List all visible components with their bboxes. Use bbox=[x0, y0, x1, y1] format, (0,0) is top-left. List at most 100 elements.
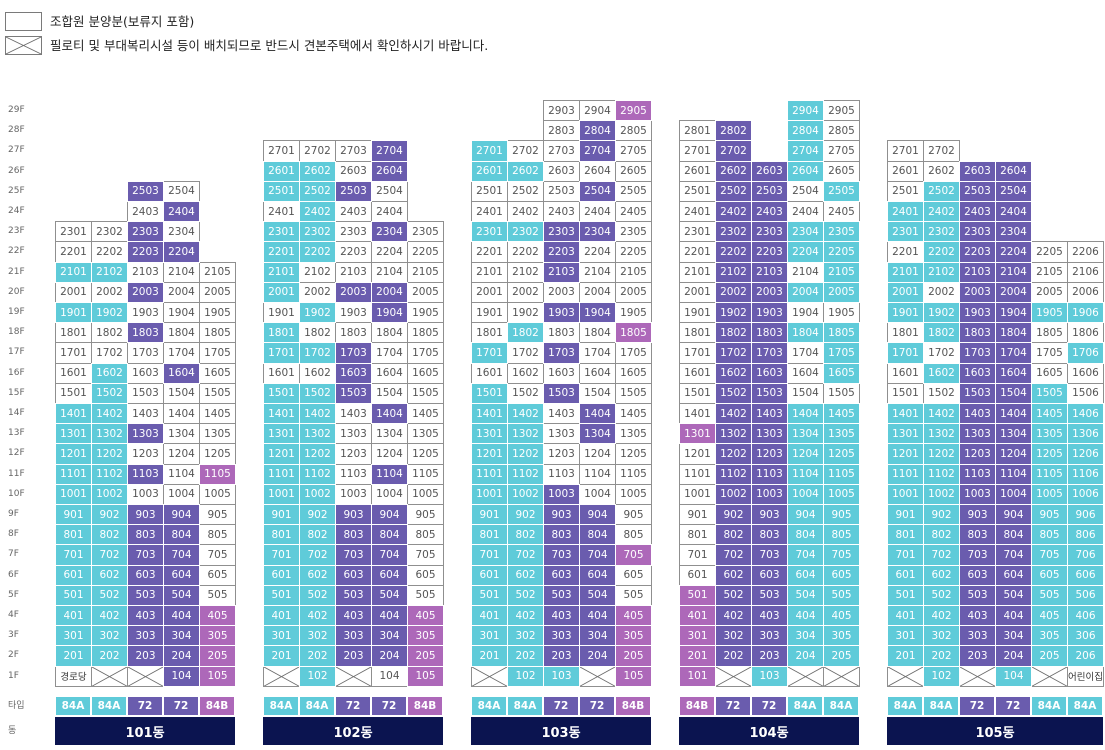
member-unit: 2403 bbox=[543, 201, 580, 223]
general-sale-unit: 1306 bbox=[1067, 423, 1104, 445]
unit-type-cell: 84B bbox=[615, 696, 651, 716]
member-unit: 1205 bbox=[407, 443, 444, 465]
piloti-legend-label: 필로티 및 부대복리시설 등이 배치되므로 반드시 견본주택에서 확인하시기 바… bbox=[50, 38, 489, 53]
general-sale-unit: 1706 bbox=[1067, 342, 1104, 364]
member-unit: 2205 bbox=[615, 241, 652, 263]
general-sale-unit: 601 bbox=[887, 564, 924, 586]
member-unit: 2102 bbox=[507, 261, 544, 283]
general-sale-unit: 2004 bbox=[371, 281, 408, 303]
general-sale-unit: 1105 bbox=[199, 463, 236, 485]
member-unit: 1704 bbox=[579, 342, 616, 364]
member-unit: 1103 bbox=[543, 463, 580, 485]
general-sale-unit: 405 bbox=[407, 605, 444, 627]
general-sale-unit: 604 bbox=[787, 564, 824, 586]
member-unit: 2803 bbox=[543, 120, 580, 142]
general-sale-unit: 2503 bbox=[959, 180, 996, 202]
general-sale-unit: 1204 bbox=[995, 443, 1032, 465]
general-sale-unit: 1301 bbox=[55, 423, 92, 445]
member-unit: 2603 bbox=[335, 160, 372, 182]
general-sale-unit: 1804 bbox=[995, 322, 1032, 344]
member-unit: 2705 bbox=[615, 140, 652, 162]
cross-mark-icon bbox=[92, 666, 127, 686]
general-sale-unit: 402 bbox=[715, 605, 752, 627]
general-sale-unit: 602 bbox=[299, 564, 336, 586]
general-sale-unit: 204 bbox=[163, 645, 200, 667]
member-unit: 1004 bbox=[163, 483, 200, 505]
general-sale-unit: 1105 bbox=[823, 463, 860, 485]
building-name-bar: 103동 bbox=[471, 717, 651, 745]
general-sale-unit: 304 bbox=[371, 625, 408, 647]
general-sale-unit: 1204 bbox=[787, 443, 824, 465]
member-unit: 1004 bbox=[371, 483, 408, 505]
member-unit: 2904 bbox=[579, 100, 616, 122]
member-unit: 2603 bbox=[543, 160, 580, 182]
member-unit: 2003 bbox=[543, 281, 580, 303]
floor-label: 14F bbox=[8, 408, 25, 418]
floor-label: 9F bbox=[8, 509, 19, 519]
general-sale-unit: 1604 bbox=[995, 362, 1032, 384]
general-sale-unit: 1404 bbox=[579, 403, 616, 425]
member-unit: 2702 bbox=[507, 140, 544, 162]
general-sale-unit: 802 bbox=[299, 524, 336, 546]
piloti-legend-swatch bbox=[5, 36, 42, 55]
member-unit: 2005 bbox=[1031, 281, 1068, 303]
general-sale-unit: 1305 bbox=[1031, 423, 1068, 445]
general-sale-unit: 405 bbox=[823, 605, 860, 627]
member-unit: 1702 bbox=[923, 342, 960, 364]
unit-type-cell: 84A bbox=[823, 696, 859, 716]
general-sale-unit: 1101 bbox=[887, 463, 924, 485]
member-unit: 2302 bbox=[91, 221, 128, 243]
general-sale-unit: 401 bbox=[471, 605, 508, 627]
general-sale-unit: 1701 bbox=[471, 342, 508, 364]
general-sale-unit: 1704 bbox=[995, 342, 1032, 364]
member-unit: 2002 bbox=[299, 281, 336, 303]
general-sale-unit: 401 bbox=[887, 605, 924, 627]
general-sale-unit: 2302 bbox=[299, 221, 336, 243]
general-sale-unit: 201 bbox=[55, 645, 92, 667]
general-sale-unit: 1002 bbox=[507, 483, 544, 505]
general-sale-unit: 304 bbox=[995, 625, 1032, 647]
floor-label: 5F bbox=[8, 589, 19, 600]
general-sale-unit: 1701 bbox=[887, 342, 924, 364]
general-sale-unit: 1503 bbox=[959, 382, 996, 404]
general-sale-unit: 404 bbox=[995, 605, 1032, 627]
member-unit: 2105 bbox=[1031, 261, 1068, 283]
general-sale-unit: 501 bbox=[263, 584, 300, 606]
general-sale-unit: 2303 bbox=[959, 221, 996, 243]
general-sale-unit: 902 bbox=[507, 504, 544, 526]
general-sale-unit: 901 bbox=[55, 504, 92, 526]
general-sale-unit: 2003 bbox=[751, 281, 788, 303]
general-sale-unit: 1002 bbox=[299, 483, 336, 505]
general-sale-unit: 301 bbox=[887, 625, 924, 647]
member-unit: 1602 bbox=[299, 362, 336, 384]
general-sale-unit: 705 bbox=[823, 544, 860, 566]
general-sale-unit: 1401 bbox=[263, 403, 300, 425]
general-sale-unit: 703 bbox=[543, 544, 580, 566]
member-unit: 1905 bbox=[407, 302, 444, 324]
general-sale-unit: 904 bbox=[579, 504, 616, 526]
general-sale-unit: 1904 bbox=[579, 302, 616, 324]
general-sale-unit: 2004 bbox=[787, 281, 824, 303]
general-sale-unit: 901 bbox=[263, 504, 300, 526]
member-unit: 2104 bbox=[787, 261, 824, 283]
general-sale-unit: 1703 bbox=[543, 342, 580, 364]
member-unit: 1304 bbox=[371, 423, 408, 445]
member-unit: 1901 bbox=[471, 302, 508, 324]
general-sale-unit: 2501 bbox=[263, 180, 300, 202]
general-sale-unit: 204 bbox=[371, 645, 408, 667]
general-sale-unit: 1403 bbox=[751, 403, 788, 425]
general-sale-unit: 1903 bbox=[543, 302, 580, 324]
general-sale-unit: 1702 bbox=[299, 342, 336, 364]
general-sale-unit: 1902 bbox=[715, 302, 752, 324]
member-unit: 1303 bbox=[543, 423, 580, 445]
cross-mark-icon bbox=[888, 666, 923, 686]
member-unit: 1005 bbox=[199, 483, 236, 505]
general-sale-unit: 804 bbox=[579, 524, 616, 546]
general-sale-unit: 105 bbox=[199, 665, 236, 687]
member-unit: 1601 bbox=[471, 362, 508, 384]
member-unit: 2903 bbox=[543, 100, 580, 122]
member-unit: 2004 bbox=[163, 281, 200, 303]
general-sale-unit: 2102 bbox=[715, 261, 752, 283]
general-sale-unit: 1303 bbox=[127, 423, 164, 445]
